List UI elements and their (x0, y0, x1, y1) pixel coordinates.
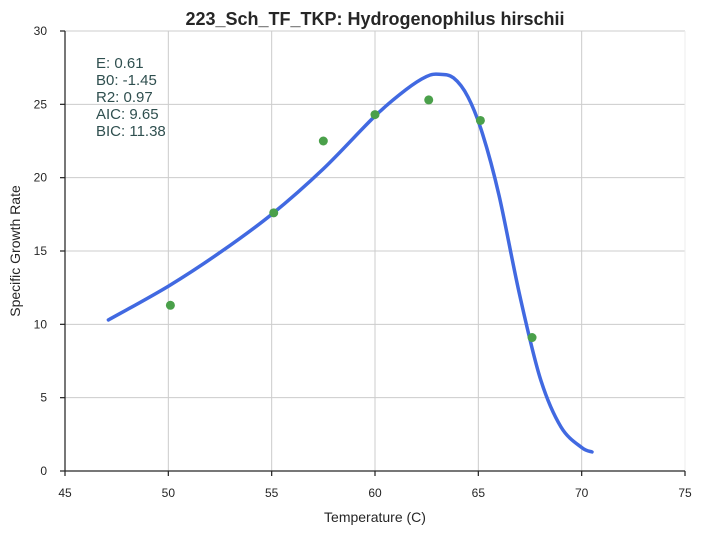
y-tick-label: 25 (34, 97, 48, 111)
x-tick-label: 45 (58, 486, 72, 500)
data-point (424, 95, 434, 105)
fit-statistic-line: BIC: 11.38 (96, 123, 166, 140)
data-point (475, 115, 485, 125)
data-points (165, 95, 537, 343)
chart-title: 223_Sch_TF_TKP: Hydrogenophilus hirschii (185, 9, 564, 29)
x-axis-label: Temperature (C) (324, 509, 426, 525)
y-tick-label: 20 (34, 171, 48, 185)
x-tick-label: 60 (368, 486, 382, 500)
data-point (527, 333, 537, 343)
y-tick-label: 10 (34, 317, 48, 331)
y-tick-label: 0 (40, 464, 47, 478)
fit-statistic-line: R2: 0.97 (96, 89, 153, 106)
fit-curve (106, 72, 594, 454)
x-tick-label: 70 (575, 486, 589, 500)
y-tick-label: 30 (34, 24, 48, 38)
fit-curve-group (106, 72, 594, 454)
data-point (269, 208, 279, 218)
x-tick-label: 50 (162, 486, 176, 500)
fit-statistic-line: AIC: 9.65 (96, 106, 159, 123)
x-tick-label: 55 (265, 486, 279, 500)
axes: 45 50 55 60 65 70 75 0 5 10 15 20 25 30 (34, 24, 692, 500)
y-tick-label: 15 (34, 244, 48, 258)
y-axis-label: Specific Growth Rate (7, 185, 23, 317)
x-tick-label: 65 (472, 486, 486, 500)
data-point (165, 300, 175, 310)
y-tick-label: 5 (40, 391, 47, 405)
grid (65, 30, 686, 471)
fit-statistic-line: B0: -1.45 (96, 72, 157, 89)
x-tick-label: 75 (678, 486, 692, 500)
data-point (370, 110, 380, 120)
data-point (318, 136, 328, 146)
fit-statistic-line: E: 0.61 (96, 55, 144, 72)
